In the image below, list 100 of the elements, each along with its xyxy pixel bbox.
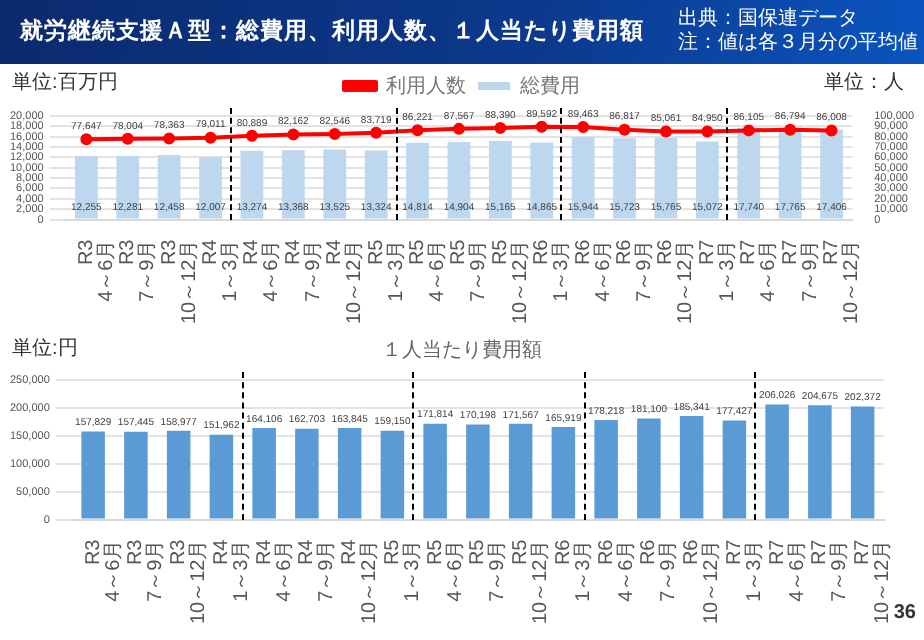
point <box>825 124 838 137</box>
legend-label: 利用人数 <box>386 73 466 98</box>
bar <box>209 434 234 519</box>
bar <box>488 141 512 219</box>
bar <box>778 127 802 219</box>
legend-label: 総費用 <box>518 73 580 98</box>
x-tick-label: R5 10～12月 <box>489 238 532 325</box>
point <box>328 128 341 141</box>
x-tick-label: R4 10～12月 <box>339 538 382 625</box>
point <box>618 123 631 136</box>
x-tick-label: R7 4～6月 <box>766 538 809 602</box>
x-tick-label: R5 1～3月 <box>381 538 424 602</box>
bar <box>551 426 576 519</box>
point <box>245 129 258 142</box>
chart-title: １人当たり費用額 <box>382 340 542 362</box>
x-tick-label: R5 4～6月 <box>424 538 467 602</box>
text: 注：値は各３月分の平均値 <box>678 32 918 56</box>
point <box>287 128 300 141</box>
bar <box>679 416 704 519</box>
bar <box>447 142 471 219</box>
point <box>121 132 134 145</box>
x-tick-label: R3 10～12月 <box>168 538 211 625</box>
x-tick-label: R4 10～12月 <box>324 238 367 325</box>
x-tick-label: R7 7～9月 <box>809 538 852 602</box>
chart-title: 就労継続支援Ａ型：総費用、利用人数、１人当たり費用額 <box>20 16 644 46</box>
bar <box>765 404 789 519</box>
x-tick-label: R6 10～12月 <box>655 238 698 325</box>
bar <box>613 138 636 219</box>
point <box>411 124 424 137</box>
bar <box>423 423 447 519</box>
bar <box>654 137 678 219</box>
x-tick-label: R6 7～9月 <box>614 238 657 302</box>
bar <box>637 418 661 519</box>
bar <box>406 142 429 219</box>
bar <box>722 420 747 519</box>
x-tick-label: R5 7～9月 <box>467 538 510 602</box>
x-tick-label: R4 4～6月 <box>253 538 296 602</box>
point <box>701 125 714 138</box>
x-tick-label: R7 4～6月 <box>738 238 781 302</box>
text: 36 <box>893 602 916 624</box>
x-tick-label: R4 4～6月 <box>241 238 284 302</box>
x-tick-label: R5 1～3月 <box>365 238 408 302</box>
x-tick-label: R3 10～12月 <box>158 238 201 325</box>
bar <box>295 428 319 519</box>
point <box>370 126 383 139</box>
bar <box>466 424 490 519</box>
x-tick-label: R7 10～12月 <box>852 538 895 625</box>
x-tick-label: R4 7～9月 <box>296 538 339 602</box>
bar <box>323 149 347 219</box>
bar <box>116 155 140 219</box>
bar <box>157 155 181 219</box>
x-tick-label: R6 1～3月 <box>552 538 595 602</box>
x-tick-label: R4 1～3月 <box>210 538 253 602</box>
bar <box>74 156 98 219</box>
bar <box>530 142 554 219</box>
x-tick-label: R5 10～12月 <box>510 538 553 625</box>
bar <box>508 423 533 519</box>
y-axis-title: 単位:百万円 <box>12 70 118 96</box>
x-tick-label: R3 4～6月 <box>75 238 118 302</box>
point <box>742 124 755 137</box>
bar <box>594 420 618 519</box>
x-tick-label: R3 7～9月 <box>117 238 160 302</box>
x-tick-label: R7 7～9月 <box>779 238 822 302</box>
point <box>452 122 465 135</box>
bar <box>81 431 105 519</box>
bar <box>571 136 595 219</box>
x-tick-label: R7 1～3月 <box>723 538 766 602</box>
x-tick-label: R6 4～6月 <box>572 238 615 302</box>
bar <box>199 157 222 219</box>
y-axis-title: 単位:円 <box>12 336 78 362</box>
x-tick-label: R5 7～9月 <box>448 238 491 302</box>
x-tick-label: R3 4～6月 <box>82 538 125 602</box>
x-tick-label: R7 10～12月 <box>821 238 864 325</box>
bar <box>737 127 761 219</box>
bar <box>380 430 405 519</box>
x-tick-label: R6 1～3月 <box>531 238 574 302</box>
bar <box>808 405 832 519</box>
x-tick-label: R4 7～9月 <box>282 238 325 302</box>
bar <box>337 428 362 519</box>
x-tick-label: R7 1～3月 <box>696 238 739 302</box>
bar <box>252 427 276 519</box>
source-note: 出典：国保連データ <box>678 8 860 31</box>
point <box>163 132 176 145</box>
y2-axis-title: 単位：人 <box>824 70 904 96</box>
bar <box>124 431 148 519</box>
point <box>659 125 672 138</box>
x-tick-label: R6 4～6月 <box>595 538 638 602</box>
point <box>535 120 548 133</box>
bar <box>166 430 191 519</box>
bar <box>695 141 719 219</box>
x-tick-label: R3 7～9月 <box>125 538 168 602</box>
bar <box>820 129 843 219</box>
x-tick-label: R6 7～9月 <box>638 538 681 602</box>
x-tick-label: R6 10～12月 <box>681 538 724 625</box>
x-tick-label: R5 4～6月 <box>407 238 450 302</box>
point <box>494 122 507 135</box>
bar <box>364 150 388 219</box>
point <box>784 123 797 136</box>
bar <box>850 406 875 519</box>
point <box>80 133 93 146</box>
